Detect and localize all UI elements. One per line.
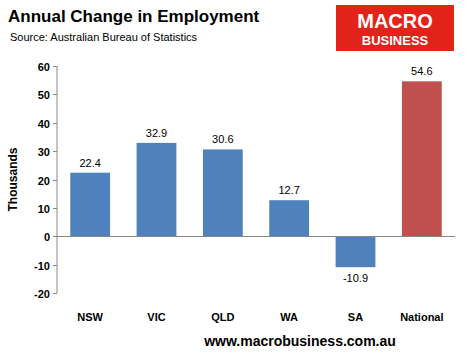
y-tick-label: 30 (38, 146, 50, 158)
subtitle: Source: Australian Bureau of Statistics (10, 31, 198, 43)
logo-box (336, 5, 454, 51)
y-tick-label: 0 (44, 231, 50, 243)
x-tick-label: SA (348, 311, 363, 323)
data-label: 32.9 (146, 127, 167, 139)
x-tick-label: NSW (77, 311, 103, 323)
bar (269, 200, 309, 236)
data-label: 54.6 (411, 65, 432, 77)
y-tick (53, 123, 57, 124)
y-tick-label: 20 (38, 175, 50, 187)
bar (70, 173, 110, 237)
y-tick (53, 208, 57, 209)
x-tick-label: QLD (211, 311, 234, 323)
x-tick-label: VIC (147, 311, 165, 323)
logo-text: BUSINESS (362, 33, 429, 48)
bar (203, 149, 243, 236)
labels: 22.4 NSW 32.9 VIC 30.6 QLD 12.7 WA -10.9 SA 54.6 Na… (77, 65, 443, 323)
y-tick-label: 40 (38, 118, 50, 130)
y-axis (57, 66, 58, 293)
y-tick-label: -20 (34, 288, 50, 300)
y-label: Thousands (6, 147, 20, 211)
bar (137, 143, 177, 236)
background (0, 0, 469, 358)
chart: Annual Change in Employment Source: Austr… (0, 0, 469, 358)
y-tick (53, 180, 57, 181)
y-tick (53, 94, 57, 95)
y-tick-label: 10 (38, 203, 50, 215)
logo: MACROBUSINESS (336, 5, 454, 51)
y-tick-label: 60 (38, 61, 50, 73)
y-tick (53, 151, 57, 152)
y-tick (53, 293, 57, 294)
bar (336, 236, 376, 267)
logo-text: MACRO (357, 10, 433, 32)
x-tick-label: WA (280, 311, 298, 323)
title: Annual Change in Employment (8, 7, 260, 26)
y-tick (53, 265, 57, 266)
data-label: 12.7 (278, 184, 299, 196)
data-label: 22.4 (79, 157, 100, 169)
x-axis (57, 236, 455, 237)
bar (402, 81, 442, 236)
y-tick-label: -10 (34, 260, 50, 272)
y-tick-label: 50 (38, 89, 50, 101)
y-tick (53, 66, 57, 67)
data-label: 30.6 (212, 133, 233, 145)
footer: www.macrobusiness.com.au (203, 333, 396, 349)
bars (70, 81, 441, 267)
x-tick-label: National (400, 311, 443, 323)
data-label: -10.9 (343, 272, 368, 284)
y-tick (53, 236, 57, 237)
